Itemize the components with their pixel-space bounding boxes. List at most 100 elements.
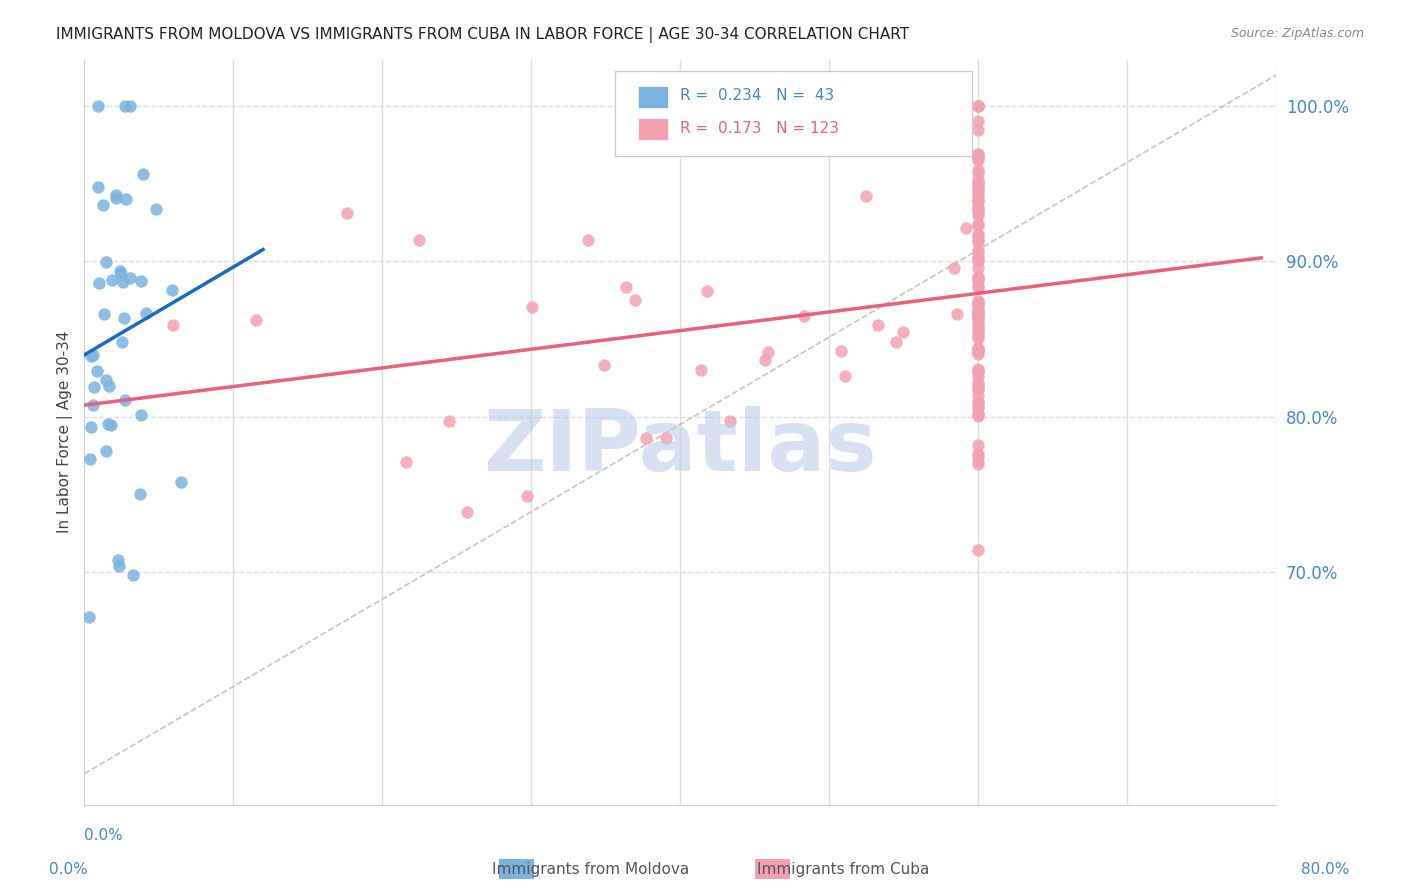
Point xyxy=(967,175,990,189)
Point xyxy=(145,202,167,217)
Point xyxy=(955,221,977,235)
Point xyxy=(105,188,128,202)
Point xyxy=(87,99,110,113)
Point xyxy=(967,252,990,266)
Text: 80.0%: 80.0% xyxy=(1302,863,1350,877)
Point xyxy=(456,505,478,519)
Point xyxy=(967,272,990,286)
Point xyxy=(114,392,136,407)
Text: ZIPatlas: ZIPatlas xyxy=(484,406,877,489)
Point xyxy=(97,417,120,431)
Point xyxy=(967,298,990,312)
Point xyxy=(967,271,990,285)
Point xyxy=(967,382,990,396)
Point xyxy=(967,400,990,414)
Point xyxy=(967,153,990,167)
Point xyxy=(967,179,990,194)
Point xyxy=(967,326,990,341)
Point xyxy=(967,365,990,379)
Point xyxy=(967,279,990,293)
Point xyxy=(967,343,990,358)
Bar xyxy=(638,118,668,140)
Point xyxy=(967,182,990,196)
Point xyxy=(128,487,150,501)
Point xyxy=(967,409,990,423)
Point xyxy=(967,202,990,216)
Point xyxy=(967,364,990,378)
Point xyxy=(718,414,741,428)
Text: R =  0.234   N =  43: R = 0.234 N = 43 xyxy=(681,88,834,103)
Point xyxy=(754,353,776,368)
Point xyxy=(967,99,990,113)
Point xyxy=(655,431,678,445)
Point xyxy=(967,269,990,284)
Point xyxy=(135,305,157,319)
Point xyxy=(111,275,134,289)
Point xyxy=(96,255,118,269)
Point xyxy=(96,444,118,458)
Text: 0.0%: 0.0% xyxy=(84,828,124,843)
Point xyxy=(967,449,990,463)
Point xyxy=(79,610,101,624)
Point xyxy=(967,293,990,308)
Point xyxy=(129,274,152,288)
Point xyxy=(623,293,645,308)
Text: Immigrants from Cuba: Immigrants from Cuba xyxy=(758,863,929,877)
Point xyxy=(93,307,115,321)
Point xyxy=(967,302,990,317)
Point xyxy=(967,188,990,202)
Point xyxy=(86,364,108,378)
Point xyxy=(696,284,718,298)
Point xyxy=(690,363,713,377)
Point xyxy=(967,362,990,376)
Point xyxy=(80,349,103,363)
Point xyxy=(967,251,990,265)
Point xyxy=(89,276,111,290)
Point xyxy=(793,309,815,323)
Point xyxy=(756,345,779,359)
Point xyxy=(105,191,128,205)
Point xyxy=(967,376,990,390)
Point xyxy=(967,370,990,384)
Point xyxy=(967,305,990,319)
Point xyxy=(967,454,990,468)
Point xyxy=(967,446,990,460)
Point xyxy=(111,334,134,349)
Point xyxy=(967,407,990,421)
Point xyxy=(967,341,990,355)
Point xyxy=(967,218,990,232)
Point xyxy=(967,146,990,161)
Point xyxy=(118,271,141,285)
Point xyxy=(967,383,990,397)
Point xyxy=(967,123,990,137)
Point xyxy=(967,308,990,322)
Point xyxy=(115,192,138,206)
Point xyxy=(967,208,990,222)
Point xyxy=(830,344,852,359)
Point xyxy=(576,233,599,247)
Point xyxy=(967,173,990,187)
Point xyxy=(967,343,990,358)
Point xyxy=(83,380,105,394)
Point xyxy=(967,280,990,294)
Point xyxy=(131,167,153,181)
Point xyxy=(967,305,990,319)
Point xyxy=(967,192,990,206)
Point xyxy=(893,326,915,340)
Point xyxy=(336,206,359,220)
Point xyxy=(80,419,103,434)
Point xyxy=(118,99,141,113)
Point xyxy=(967,177,990,191)
Point xyxy=(946,307,969,321)
Point xyxy=(516,489,538,503)
Point xyxy=(967,394,990,409)
Text: 0.0%: 0.0% xyxy=(49,863,89,877)
Point xyxy=(967,235,990,249)
Bar xyxy=(638,86,668,108)
Point xyxy=(592,358,614,372)
Point xyxy=(82,398,104,412)
Point xyxy=(967,201,990,215)
Point xyxy=(82,348,104,362)
Point xyxy=(110,267,132,281)
Point xyxy=(967,296,990,310)
